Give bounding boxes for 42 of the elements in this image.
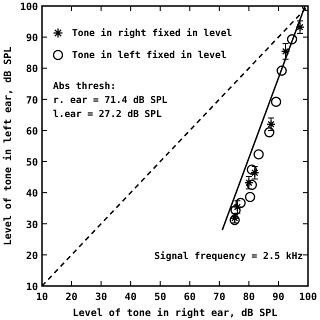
- point: [250, 168, 260, 178]
- x-tick-label: 90: [272, 292, 284, 303]
- legend-label: Tone in right fixed in level: [72, 28, 232, 39]
- point: [230, 204, 241, 216]
- x-tick-label: 10: [36, 292, 48, 303]
- point: [295, 22, 305, 32]
- y-tick-label: 90: [26, 33, 38, 44]
- x-tick-label: 70: [213, 292, 226, 303]
- x-tick-label: 60: [184, 292, 196, 303]
- point: [286, 34, 298, 44]
- annotation: Signal frequency = 2.5 kHz: [154, 250, 304, 262]
- x-tick-label: 50: [154, 292, 166, 303]
- y-axis-title: Level of tone in left ear, dB SPL: [2, 46, 14, 246]
- point: [246, 180, 257, 190]
- point: [280, 46, 290, 56]
- x-tick-label: 100: [298, 292, 318, 303]
- point: [246, 164, 257, 175]
- y-tick-label: 50: [26, 158, 38, 169]
- annotation: Abs thresh:: [53, 81, 116, 92]
- x-tick-label: 40: [124, 292, 137, 303]
- point: [264, 127, 274, 138]
- point: [276, 66, 287, 76]
- y-tick-label: 60: [26, 126, 38, 138]
- y-tick-label: 100: [20, 2, 38, 13]
- x-tick-label: 20: [66, 292, 78, 303]
- annotation: r. ear = 71.4 dB SPL: [53, 95, 168, 106]
- x-tick-label: 30: [95, 292, 108, 303]
- point: [244, 192, 256, 202]
- y-tick-label: 30: [26, 220, 38, 231]
- legend-label: Tone in left fixed in level: [72, 50, 227, 61]
- y-tick-label: 80: [26, 64, 38, 76]
- point: [270, 96, 282, 107]
- point: [253, 149, 264, 160]
- annotation: l.ear = 27.2 dB SPL: [53, 109, 162, 120]
- point: [266, 120, 276, 129]
- x-axis-title: Level of tone in right ear, dB SPL: [72, 307, 278, 319]
- y-tick-label: 70: [26, 95, 38, 106]
- y-tick-label: 40: [26, 188, 38, 200]
- point: [235, 198, 246, 208]
- y-tick-label: 10: [26, 282, 38, 293]
- y-tick-label: 20: [26, 250, 38, 262]
- x-tick-label: 80: [242, 292, 255, 303]
